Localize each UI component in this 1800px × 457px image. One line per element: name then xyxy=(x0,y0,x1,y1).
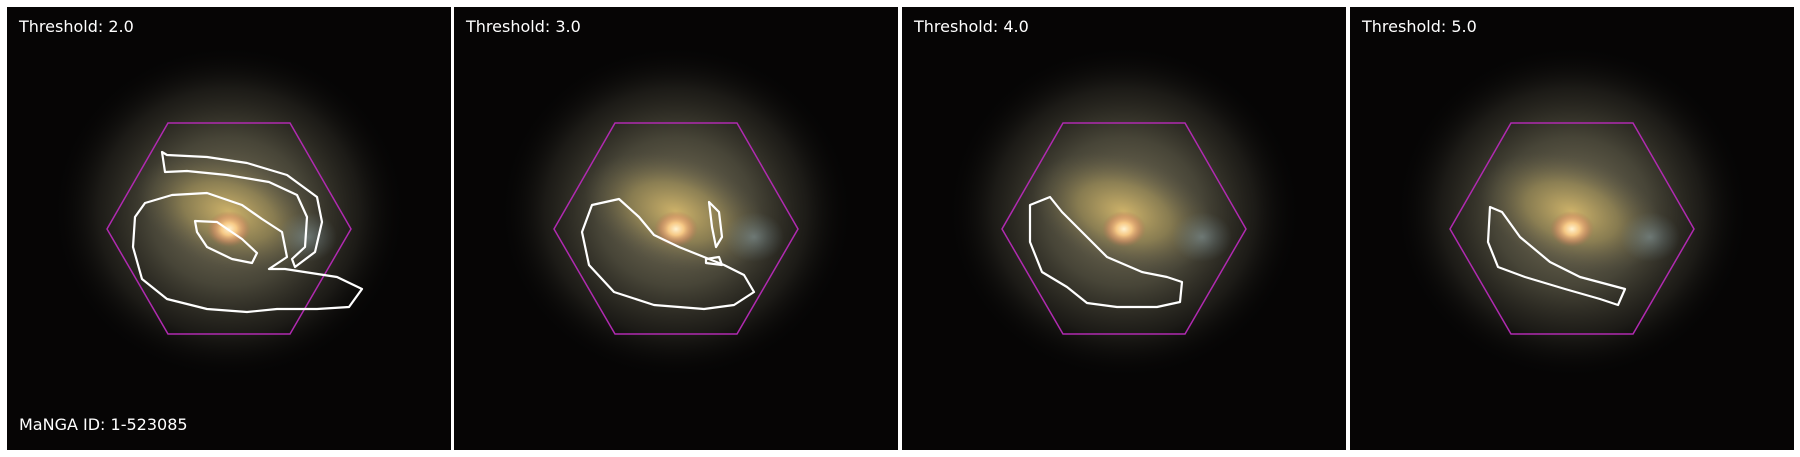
threshold-contour xyxy=(1486,205,1627,307)
threshold-label: Threshold: 2.0 xyxy=(19,17,134,36)
fov-hexagon xyxy=(106,122,352,335)
threshold-contour xyxy=(580,197,756,311)
panel-threshold-4: Threshold: 4.0 xyxy=(902,7,1346,450)
fov-hexagon xyxy=(1001,122,1247,335)
galaxy-image xyxy=(7,7,451,450)
threshold-contour xyxy=(131,150,364,314)
manga-id-label: MaNGA ID: 1-523085 xyxy=(19,415,188,434)
threshold-label: Threshold: 4.0 xyxy=(914,17,1029,36)
threshold-contour xyxy=(1028,195,1184,309)
galaxy-image xyxy=(1350,7,1794,450)
panel-threshold-5: Threshold: 5.0 xyxy=(1350,7,1794,450)
panel-threshold-3: Threshold: 3.0 xyxy=(454,7,898,450)
threshold-label: Threshold: 5.0 xyxy=(1362,17,1477,36)
threshold-label: Threshold: 3.0 xyxy=(466,17,581,36)
panel-threshold-2: Threshold: 2.0 MaNGA ID: 1-523085 xyxy=(7,7,451,450)
fov-hexagon xyxy=(553,122,799,335)
galaxy-image xyxy=(902,7,1346,450)
fov-hexagon xyxy=(1449,122,1695,335)
galaxy-image xyxy=(454,7,898,450)
